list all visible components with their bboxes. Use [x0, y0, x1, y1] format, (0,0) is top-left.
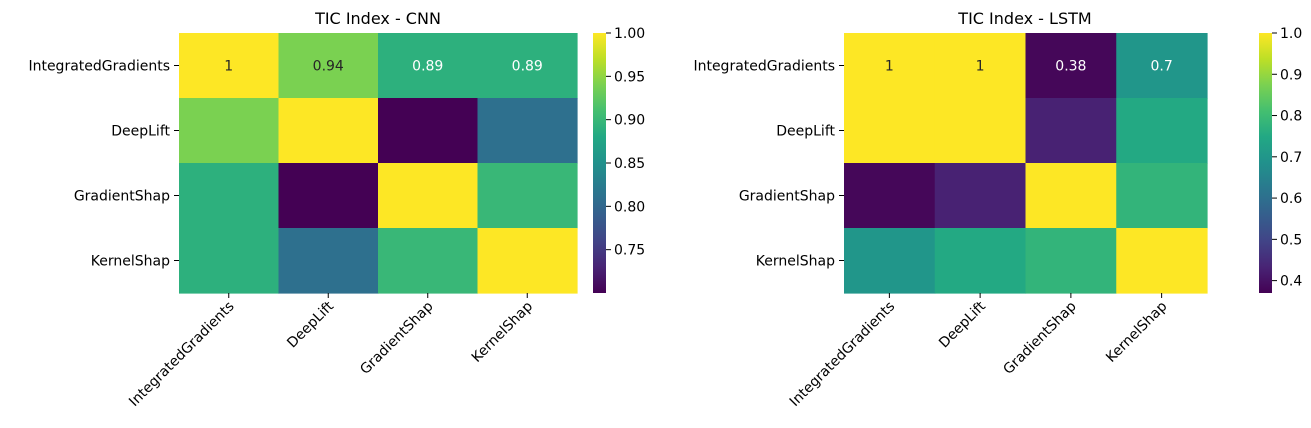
- cell-annotation-r0-c2: 0.38: [1055, 59, 1086, 75]
- heatmap-cell-r3-c0: [179, 228, 280, 294]
- colorbar-lstm: 0.4 0.5 0.6 0.7 0.8 0.9 1.0: [1259, 26, 1302, 293]
- heatmap-cell-r1-c0: [844, 98, 936, 164]
- colorbar-tick-label-4: 0.8: [1280, 109, 1302, 125]
- colorbar-tick-label-0: 0.4: [1280, 274, 1302, 290]
- cell-annotation-r0-c2: 0.89: [412, 59, 443, 75]
- cell-annotation-r0-c0: 1: [885, 59, 894, 75]
- heatmap-cell-r1-c3: [1116, 98, 1208, 164]
- heatmap-cell-r0-c2: [378, 33, 479, 99]
- heatmap-cell-r0-c0: [179, 33, 280, 99]
- column-labels-lstm: IntegratedGradients DeepLift GradientShap K…: [787, 293, 1171, 410]
- column-label-1: DeepLift: [284, 298, 337, 351]
- row-label-1: DeepLift: [776, 124, 835, 140]
- heatmap-cell-r1-c3: [477, 98, 578, 164]
- heatmap-cell-r3-c3: [477, 228, 578, 294]
- heatmap-cell-r1-c0: [179, 98, 280, 164]
- chart-title-lstm: TIC Index - LSTM: [957, 9, 1091, 28]
- heatmap-cell-r0-c1: [934, 33, 1027, 99]
- row-label-3: KernelShap: [756, 254, 835, 270]
- colorbar-tick-label-4: 0.95: [614, 69, 645, 85]
- colorbar-tick-label-1: 0.5: [1280, 232, 1302, 248]
- heatmap-cell-r2-c2: [378, 163, 479, 229]
- colorbar-tick-label-3: 0.7: [1280, 150, 1302, 166]
- column-label-2: GradientShap: [1000, 298, 1079, 377]
- heatmap-cell-r3-c1: [934, 228, 1027, 294]
- row-label-2: GradientShap: [74, 189, 170, 205]
- cell-annotations-lstm: 1 1 0.38 0.7: [885, 59, 1173, 75]
- heatmap-cell-r2-c1: [278, 163, 379, 229]
- heatmap-cell-r1-c1: [278, 98, 379, 164]
- heatmap-cell-r2-c3: [477, 163, 578, 229]
- cell-annotation-r0-c3: 0.7: [1150, 59, 1172, 75]
- colorbar-tick-label-2: 0.6: [1280, 191, 1302, 207]
- colorbar-tick-label-2: 0.85: [614, 156, 645, 172]
- heatmap-cell-r2-c1: [934, 163, 1027, 229]
- heatmap-cell-r3-c2: [1025, 228, 1117, 294]
- column-label-1: DeepLift: [936, 298, 989, 351]
- cell-annotation-r0-c1: 0.94: [313, 59, 344, 75]
- colorbar-tick-label-3: 0.90: [614, 113, 645, 129]
- chart-title-cnn: TIC Index - CNN: [314, 9, 441, 28]
- cell-annotations-cnn: 1 0.94 0.89 0.89: [224, 59, 543, 75]
- heatmap-cell-r0-c1: [278, 33, 379, 99]
- heatmap-cell-r2-c2: [1025, 163, 1117, 229]
- column-label-0: IntegratedGradients: [126, 299, 237, 410]
- cell-annotation-r0-c0: 1: [224, 59, 233, 75]
- heatmap-cell-r2-c0: [844, 163, 936, 229]
- heatmap-cells-cnn: [179, 33, 578, 294]
- column-label-2: GradientShap: [357, 298, 436, 377]
- row-labels-cnn: IntegratedGradients DeepLift GradientShap K…: [28, 59, 179, 270]
- cell-annotation-r0-c1: 1: [976, 59, 985, 75]
- column-labels-cnn: IntegratedGradients DeepLift GradientShap K…: [126, 293, 536, 410]
- heatmap-cell-r3-c0: [844, 228, 936, 294]
- heatmap-panel-cnn: TIC Index - CNN 1 0.94 0.89 0.89 Integrated…: [28, 9, 645, 410]
- heatmap-cell-r3-c2: [378, 228, 479, 294]
- row-label-1: DeepLift: [111, 124, 170, 140]
- column-label-3: KernelShap: [469, 298, 536, 365]
- row-labels-lstm: IntegratedGradients DeepLift GradientShap K…: [693, 59, 844, 270]
- colorbar-cnn: 0.75 0.80 0.85 0.90 0.95 1.00: [593, 26, 645, 293]
- heatmap-cell-r1-c1: [934, 98, 1027, 164]
- cell-annotation-r0-c3: 0.89: [512, 59, 543, 75]
- row-label-0: IntegratedGradients: [693, 59, 835, 75]
- column-label-0: IntegratedGradients: [787, 299, 898, 410]
- heatmap-cell-r2-c3: [1116, 163, 1208, 229]
- heatmap-cell-r1-c2: [1025, 98, 1117, 164]
- heatmap-cell-r2-c0: [179, 163, 280, 229]
- column-label-3: KernelShap: [1103, 298, 1170, 365]
- row-label-0: IntegratedGradients: [28, 59, 170, 75]
- heatmap-cell-r3-c3: [1116, 228, 1208, 294]
- heatmap-cells-lstm: [844, 33, 1208, 294]
- row-label-3: KernelShap: [91, 254, 170, 270]
- colorbar-gradient: [593, 33, 606, 293]
- heatmap-cell-r0-c2: [1025, 33, 1117, 99]
- colorbar-tick-label-5: 0.9: [1280, 67, 1302, 83]
- colorbar-tick-label-6: 1.0: [1280, 26, 1302, 42]
- row-label-2: GradientShap: [739, 189, 835, 205]
- heatmap-cell-r3-c1: [278, 228, 379, 294]
- colorbar-gradient: [1259, 33, 1272, 293]
- colorbar-tick-label-1: 0.80: [614, 199, 645, 215]
- colorbar-tick-label-0: 0.75: [614, 243, 645, 259]
- heatmap-cell-r1-c2: [378, 98, 479, 164]
- heatmap-panel-lstm: TIC Index - LSTM 1 1 0.38 0.7 IntegratedGra…: [693, 9, 1302, 410]
- heatmap-cell-r0-c3: [477, 33, 578, 99]
- heatmap-cell-r0-c3: [1116, 33, 1208, 99]
- colorbar-tick-label-5: 1.00: [614, 26, 645, 42]
- heatmap-cell-r0-c0: [844, 33, 936, 99]
